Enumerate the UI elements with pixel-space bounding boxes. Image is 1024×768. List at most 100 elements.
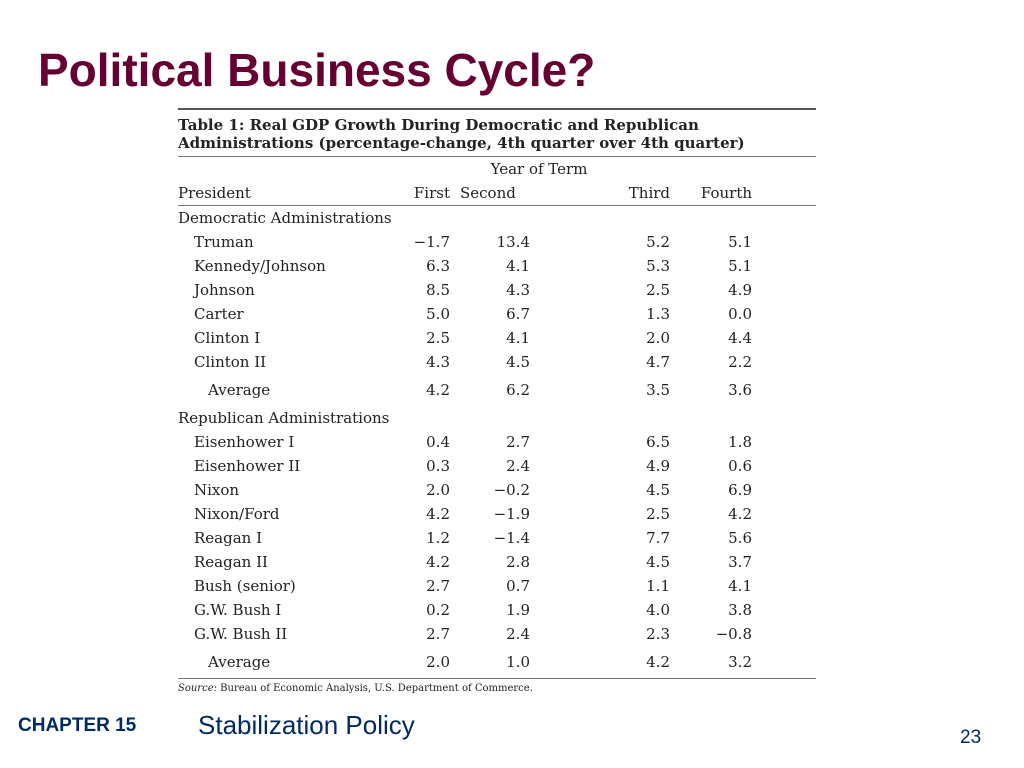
value-third: 4.0 (646, 601, 670, 619)
value-first: 8.5 (426, 281, 450, 299)
value-fourth: 3.6 (728, 381, 752, 399)
table-caption: Table 1: Real GDP Growth During Democrat… (178, 110, 816, 156)
value-third: 4.7 (646, 353, 670, 371)
value-first: 4.2 (426, 381, 450, 399)
value-fourth: 4.2 (728, 505, 752, 523)
president-name: Eisenhower II (194, 457, 301, 475)
value-fourth: −0.8 (715, 625, 752, 643)
president-name: Johnson (194, 281, 255, 299)
value-third: 5.3 (646, 257, 670, 275)
source-text: Bureau of Economic Analysis, U.S. Depart… (216, 683, 533, 694)
table-row: G.W. Bush II 2.7 2.4 2.3 −0.8 (178, 622, 816, 646)
value-fourth: 5.6 (728, 529, 752, 547)
value-third: 4.2 (646, 653, 670, 671)
table-source: Source: Bureau of Economic Analysis, U.S… (178, 679, 816, 696)
president-name: Reagan I (194, 529, 263, 547)
value-first: 6.3 (426, 257, 450, 275)
president-name: Clinton I (194, 329, 261, 347)
value-second: 4.1 (506, 257, 530, 275)
value-first: 0.3 (426, 457, 450, 475)
value-first: 1.2 (426, 529, 450, 547)
section-label: Republican Administrations (178, 409, 390, 427)
value-fourth: 5.1 (728, 257, 752, 275)
value-third: 2.5 (646, 281, 670, 299)
president-name: Bush (senior) (194, 577, 296, 595)
table-row: Kennedy/Johnson 6.3 4.1 5.3 5.1 (178, 254, 816, 278)
value-second: 0.7 (506, 577, 530, 595)
value-third: 3.5 (646, 381, 670, 399)
table-row: G.W. Bush I 0.2 1.9 4.0 3.8 (178, 598, 816, 622)
value-second: 2.7 (506, 433, 530, 451)
president-name: Reagan II (194, 553, 268, 571)
value-first: 2.7 (426, 625, 450, 643)
value-third: 4.5 (646, 553, 670, 571)
value-first: 2.5 (426, 329, 450, 347)
page-number: 23 (960, 727, 982, 748)
value-second: 2.8 (506, 553, 530, 571)
section-label: Democratic Administrations (178, 209, 392, 227)
table-row: Reagan I 1.2 −1.4 7.7 5.6 (178, 526, 816, 550)
value-second: 1.0 (506, 653, 530, 671)
value-third: 1.3 (646, 305, 670, 323)
president-name: Carter (194, 305, 244, 323)
value-third: 1.1 (646, 577, 670, 595)
value-second: 6.7 (506, 305, 530, 323)
president-name: Clinton II (194, 353, 267, 371)
value-second: 2.4 (506, 625, 530, 643)
value-fourth: 0.6 (728, 457, 752, 475)
value-third: 2.5 (646, 505, 670, 523)
table-row: Clinton I 2.5 4.1 2.0 4.4 (178, 326, 816, 350)
data-table: Year of Term President First Second Thir… (178, 157, 816, 205)
col-header-second: Second (460, 184, 516, 202)
column-header-row: President First Second Third Fourth (178, 181, 816, 205)
value-third: 7.7 (646, 529, 670, 547)
header-rule (178, 205, 816, 206)
slide-title: Political Business Cycle? (38, 44, 596, 96)
section-democratic: Democratic Administrations (178, 206, 816, 230)
value-second: −1.9 (493, 505, 530, 523)
value-fourth: 4.1 (728, 577, 752, 595)
president-name: Nixon/Ford (194, 505, 280, 523)
table-row: Nixon 2.0 −0.2 4.5 6.9 (178, 478, 816, 502)
value-second: 2.4 (506, 457, 530, 475)
table-caption-line-2: Administrations (percentage-change, 4th … (178, 134, 745, 152)
term-header-row: Year of Term (178, 157, 816, 181)
president-name: Truman (194, 233, 254, 251)
value-fourth: 6.9 (728, 481, 752, 499)
table-row: Clinton II 4.3 4.5 4.7 2.2 (178, 350, 816, 374)
value-second: 13.4 (496, 233, 530, 251)
gdp-table: Table 1: Real GDP Growth During Democrat… (178, 108, 816, 696)
value-fourth: 1.8 (728, 433, 752, 451)
table-row: Reagan II 4.2 2.8 4.5 3.7 (178, 550, 816, 574)
value-fourth: 3.8 (728, 601, 752, 619)
value-first: −1.7 (413, 233, 450, 251)
average-row: Average 4.2 6.2 3.5 3.6 (178, 374, 816, 406)
col-header-president: President (178, 184, 251, 202)
value-second: −0.2 (493, 481, 530, 499)
table-row: Eisenhower I 0.4 2.7 6.5 1.8 (178, 430, 816, 454)
bottom-rule (178, 678, 816, 679)
table-row: Carter 5.0 6.7 1.3 0.0 (178, 302, 816, 326)
table-row: Bush (senior) 2.7 0.7 1.1 4.1 (178, 574, 816, 598)
table-row: Eisenhower II 0.3 2.4 4.9 0.6 (178, 454, 816, 478)
president-name: Kennedy/Johnson (194, 257, 326, 275)
value-fourth: 3.2 (728, 653, 752, 671)
value-first: 2.0 (426, 481, 450, 499)
source-label: Source: (178, 683, 217, 694)
value-first: 0.2 (426, 601, 450, 619)
value-third: 5.2 (646, 233, 670, 251)
data-table-body: Democratic Administrations Truman −1.7 13.… (178, 206, 816, 678)
president-name: G.W. Bush II (194, 625, 288, 643)
value-first: 4.2 (426, 553, 450, 571)
term-header: Year of Term (490, 160, 588, 178)
president-name: Nixon (194, 481, 240, 499)
value-third: 4.9 (646, 457, 670, 475)
section-republican: Republican Administrations (178, 406, 816, 430)
col-header-fourth: Fourth (700, 184, 753, 202)
value-first: 2.0 (426, 653, 450, 671)
value-third: 2.3 (646, 625, 670, 643)
president-name: Average (208, 381, 271, 399)
footer-topic: Stabilization Policy (198, 710, 415, 740)
value-fourth: 0.0 (728, 305, 752, 323)
value-second: 1.9 (506, 601, 530, 619)
